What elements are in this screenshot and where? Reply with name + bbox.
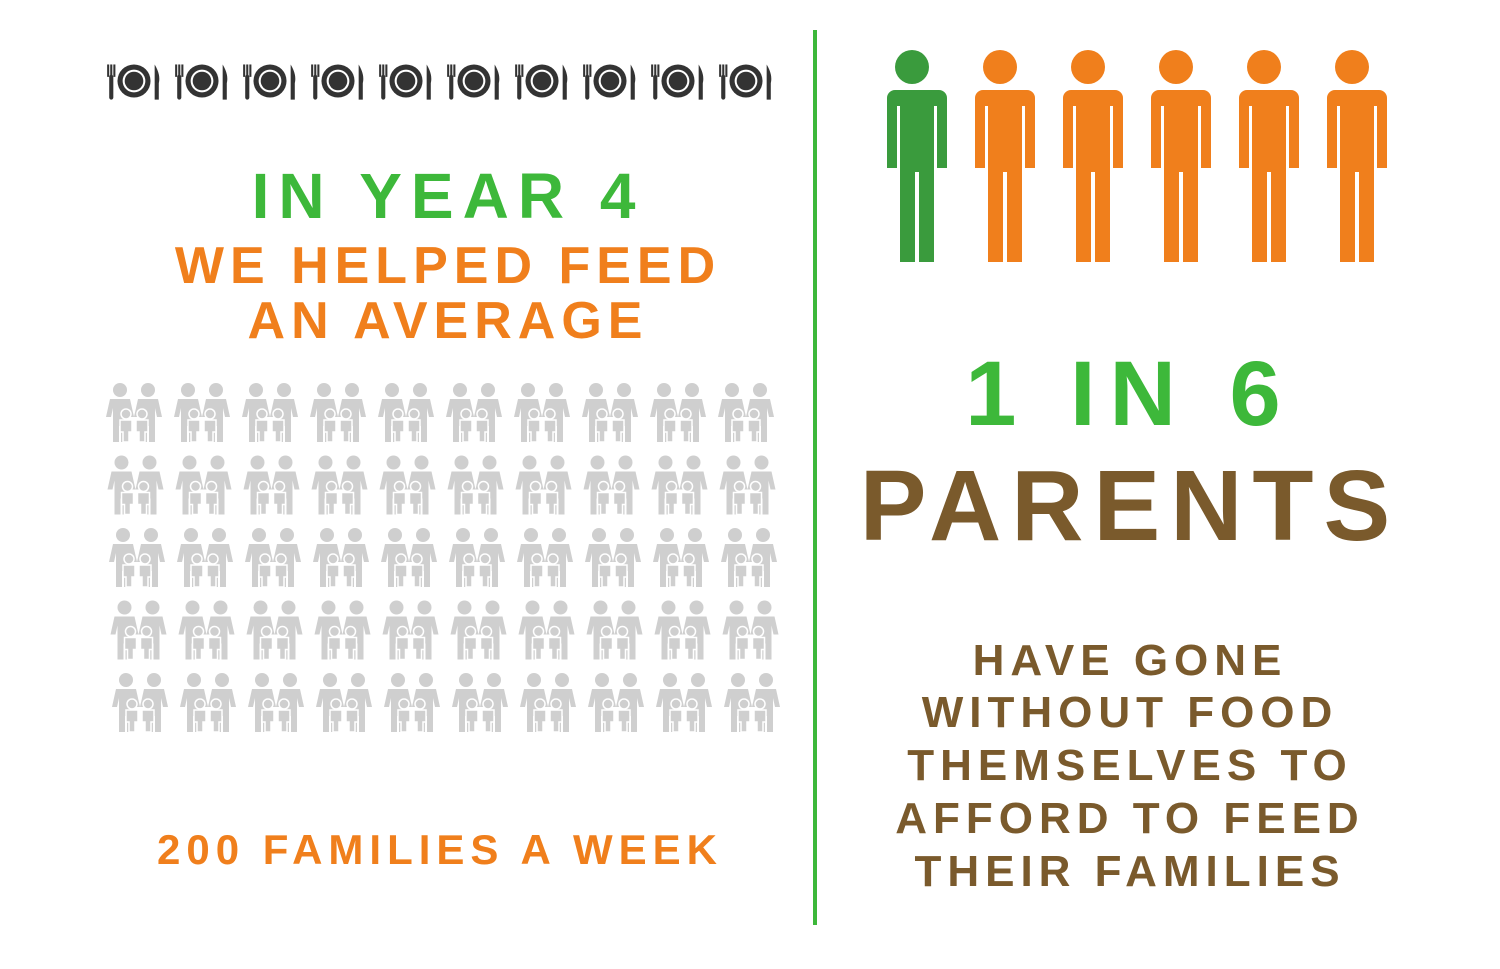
family-icon (109, 599, 168, 661)
plate-icon (379, 64, 432, 100)
family-icon (105, 382, 163, 443)
family-icon (446, 454, 505, 516)
family-icon (445, 382, 503, 443)
family-icon (108, 527, 166, 588)
family-icon (653, 599, 712, 661)
person-icon (973, 50, 1035, 262)
plate-icon (243, 64, 296, 100)
family-icon (312, 527, 370, 588)
family-icon (655, 672, 713, 733)
plate-icon (515, 64, 568, 100)
family-icon (650, 454, 709, 516)
family-icon (313, 599, 372, 661)
family-icon (449, 599, 508, 661)
family-icon (519, 672, 577, 733)
family-icon (310, 454, 369, 516)
description-line: WITHOUT FOOD (922, 688, 1339, 737)
heading: IN YEAR 4 (252, 160, 645, 232)
family-icon (585, 599, 644, 661)
family-icon (378, 454, 437, 516)
family-icon (587, 672, 645, 733)
family-icon (111, 672, 169, 733)
plate-icon (175, 64, 228, 100)
family-icon (717, 382, 775, 443)
subheading: AN AVERAGE (248, 292, 649, 350)
person-icon (885, 50, 947, 262)
family-icon (581, 382, 639, 443)
family-icon (242, 454, 301, 516)
description-line: HAVE GONE (973, 636, 1288, 685)
plate-icon (311, 64, 364, 100)
family-icon (377, 382, 435, 443)
plate-icon (583, 64, 636, 100)
family-icon (247, 672, 305, 733)
footer: 200 FAMILIES A WEEK (157, 826, 723, 873)
family-icon (582, 454, 641, 516)
family-icon (174, 454, 233, 516)
family-icon (241, 382, 299, 443)
family-icon (584, 527, 642, 588)
family-icon (176, 527, 234, 588)
family-icon (315, 672, 373, 733)
person-icon (1237, 50, 1299, 262)
family-icons (105, 382, 781, 733)
family-icon (516, 527, 574, 588)
plate-icons (107, 64, 772, 100)
subject: PARENTS (860, 450, 1400, 562)
subheading: WE HELPED FEED (175, 237, 721, 295)
family-icon (173, 382, 231, 443)
family-icon (244, 527, 302, 588)
person-icon (1325, 50, 1387, 262)
family-icon (383, 672, 441, 733)
family-icon (451, 672, 509, 733)
plate-icon (719, 64, 772, 100)
family-icon (513, 382, 571, 443)
family-icon (514, 454, 573, 516)
plate-icon (651, 64, 704, 100)
family-icon (309, 382, 367, 443)
plate-icon (447, 64, 500, 100)
person-icon (1149, 50, 1211, 262)
family-icon (177, 599, 236, 661)
stat: 1 IN 6 (965, 343, 1294, 445)
family-icon (652, 527, 710, 588)
plate-icon (107, 64, 160, 100)
family-icon (723, 672, 781, 733)
family-icon (381, 599, 440, 661)
family-icon (245, 599, 304, 661)
person-icon (1061, 50, 1123, 262)
people-icons (885, 50, 1387, 262)
family-icon (106, 454, 165, 516)
description-line: THEIR FAMILIES (914, 847, 1345, 896)
family-icon (179, 672, 237, 733)
family-icon (720, 527, 778, 588)
description-line: AFFORD TO FEED (895, 794, 1364, 843)
family-icon (380, 527, 438, 588)
family-icon (721, 599, 780, 661)
family-icon (649, 382, 707, 443)
family-icon (517, 599, 576, 661)
family-icon (448, 527, 506, 588)
description-line: THEMSELVES TO (907, 741, 1353, 790)
family-icon (718, 454, 777, 516)
